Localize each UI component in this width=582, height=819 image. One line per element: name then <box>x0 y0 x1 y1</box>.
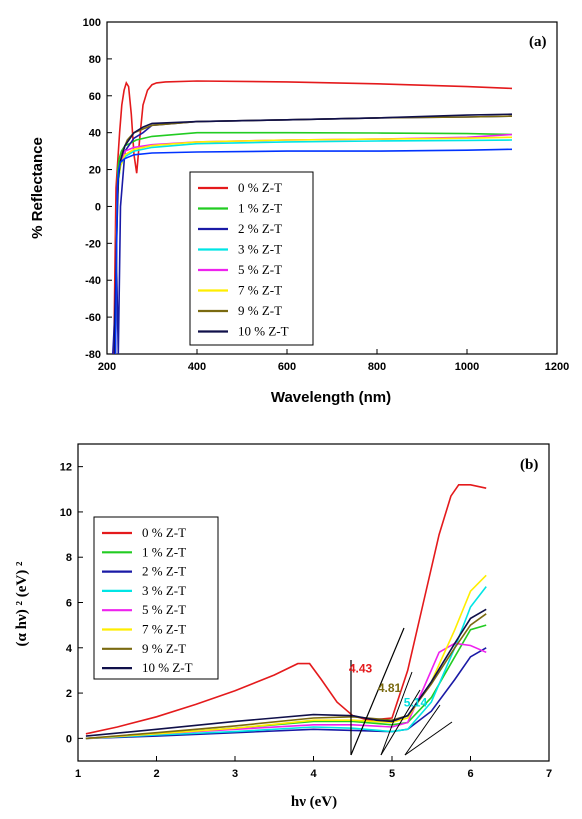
legend-box-a <box>189 171 314 346</box>
tangent-4-43-extrapolation <box>350 627 405 756</box>
legend-a: 0 % Z-T 1 % Z-T 2 % Z-T 3 % Z-T 5 % Z-T 7 % Z… <box>189 171 314 346</box>
series-line-3 <box>114 139 513 354</box>
x-tick-label: 2 <box>153 768 159 780</box>
x-tick-label: 3 <box>232 768 238 780</box>
y-tick-label: -40 <box>85 275 101 287</box>
y-tick-label: -80 <box>85 349 101 361</box>
x-tick-label: 400 <box>188 361 206 373</box>
series-line-0 <box>113 80 513 354</box>
x-tick-label: 1000 <box>455 361 479 373</box>
legend-b: 0 % Z-T 1 % Z-T 2 % Z-T 3 % Z-T 5 % Z-T 7 % Z… <box>93 516 219 680</box>
legend-entry: 3 % Z-T <box>238 242 282 257</box>
y-tick-label: -60 <box>85 312 101 324</box>
series-line-5 <box>114 136 513 354</box>
y-tick-label: 20 <box>89 165 101 177</box>
legend-entry: 9 % Z-T <box>142 641 186 656</box>
series-line-4 <box>114 133 513 354</box>
x-tick-label: 200 <box>98 361 116 373</box>
y-tick-label: 40 <box>89 128 101 140</box>
x-tick-label: 4 <box>310 768 317 780</box>
legend-box-b <box>93 516 219 680</box>
legend-entry: 1 % Z-T <box>238 201 282 216</box>
legend-entry: 5 % Z-T <box>142 602 186 617</box>
series-line-7 <box>85 608 487 737</box>
x-tick-label: 600 <box>278 361 296 373</box>
y-tick-label: -20 <box>85 238 101 250</box>
y-tick-label: 10 <box>60 507 72 519</box>
legend-entry: 1 % Z-T <box>142 544 186 559</box>
y-axis-label-b: (α hν) ² (eV) ² <box>14 561 30 646</box>
y-tick-label: 8 <box>66 552 72 564</box>
legend-entry: 7 % Z-T <box>142 622 186 637</box>
y-tick-label: 4 <box>66 643 73 655</box>
legend-entry: 7 % Z-T <box>238 283 282 298</box>
y-tick-label: 12 <box>60 462 72 474</box>
y-tick-label: 6 <box>66 598 72 610</box>
plot-frame-a <box>106 21 558 355</box>
series-line-6 <box>85 613 487 740</box>
series-line-0 <box>85 483 487 735</box>
legend-entry: 5 % Z-T <box>238 262 282 277</box>
y-tick-label: 2 <box>66 688 72 700</box>
y-tick-label: 80 <box>89 54 101 66</box>
x-tick-label: 7 <box>546 768 552 780</box>
series-line-1 <box>114 131 513 354</box>
annotation-label: 4.81 <box>378 681 402 695</box>
x-tick-label: 5 <box>389 768 395 780</box>
x-axis-label-b: hν (eV) <box>291 794 337 810</box>
series-line-5 <box>85 574 487 740</box>
legend-entry: 2 % Z-T <box>238 221 282 236</box>
tangent-5-14 <box>404 704 441 756</box>
legend-entry: 3 % Z-T <box>142 583 186 598</box>
legend-entry: 10 % Z-T <box>238 324 289 339</box>
series-line-8 <box>114 148 513 354</box>
y-tick-label: 0 <box>66 733 72 745</box>
legend-entry: 2 % Z-T <box>142 564 186 579</box>
tangent-4-81 <box>380 671 413 756</box>
panel-label-a: (a) <box>529 34 547 50</box>
y-tick-label: 0 <box>95 201 101 213</box>
tangent-5-14-b <box>404 721 453 756</box>
legend-entry: 10 % Z-T <box>142 660 193 675</box>
legend-entry: 0 % Z-T <box>238 180 282 195</box>
tangent-4-81-b <box>380 689 421 756</box>
x-axis-label-a: Wavelength (nm) <box>271 389 391 406</box>
panel-label-b: (b) <box>520 457 538 473</box>
annotation-label: 4.43 <box>349 662 373 676</box>
panel-a: 200 400 600 800 1000 1200 -80 -60 -40 -20 0 20 40 60 8… <box>29 17 569 406</box>
legend-entry: 0 % Z-T <box>142 525 186 540</box>
y-tick-label: 100 <box>83 17 101 29</box>
tangent-lines <box>350 627 453 756</box>
y-tick-label: 60 <box>89 91 101 103</box>
y-axis-label-a: % Reflectance <box>29 137 46 239</box>
x-tick-label: 1200 <box>545 361 569 373</box>
x-tick-label: 6 <box>467 768 473 780</box>
x-tick-label: 1 <box>75 768 81 780</box>
legend-entry: 9 % Z-T <box>238 303 282 318</box>
annotation-label: 5.14 <box>404 696 428 710</box>
x-tick-label: 800 <box>368 361 386 373</box>
